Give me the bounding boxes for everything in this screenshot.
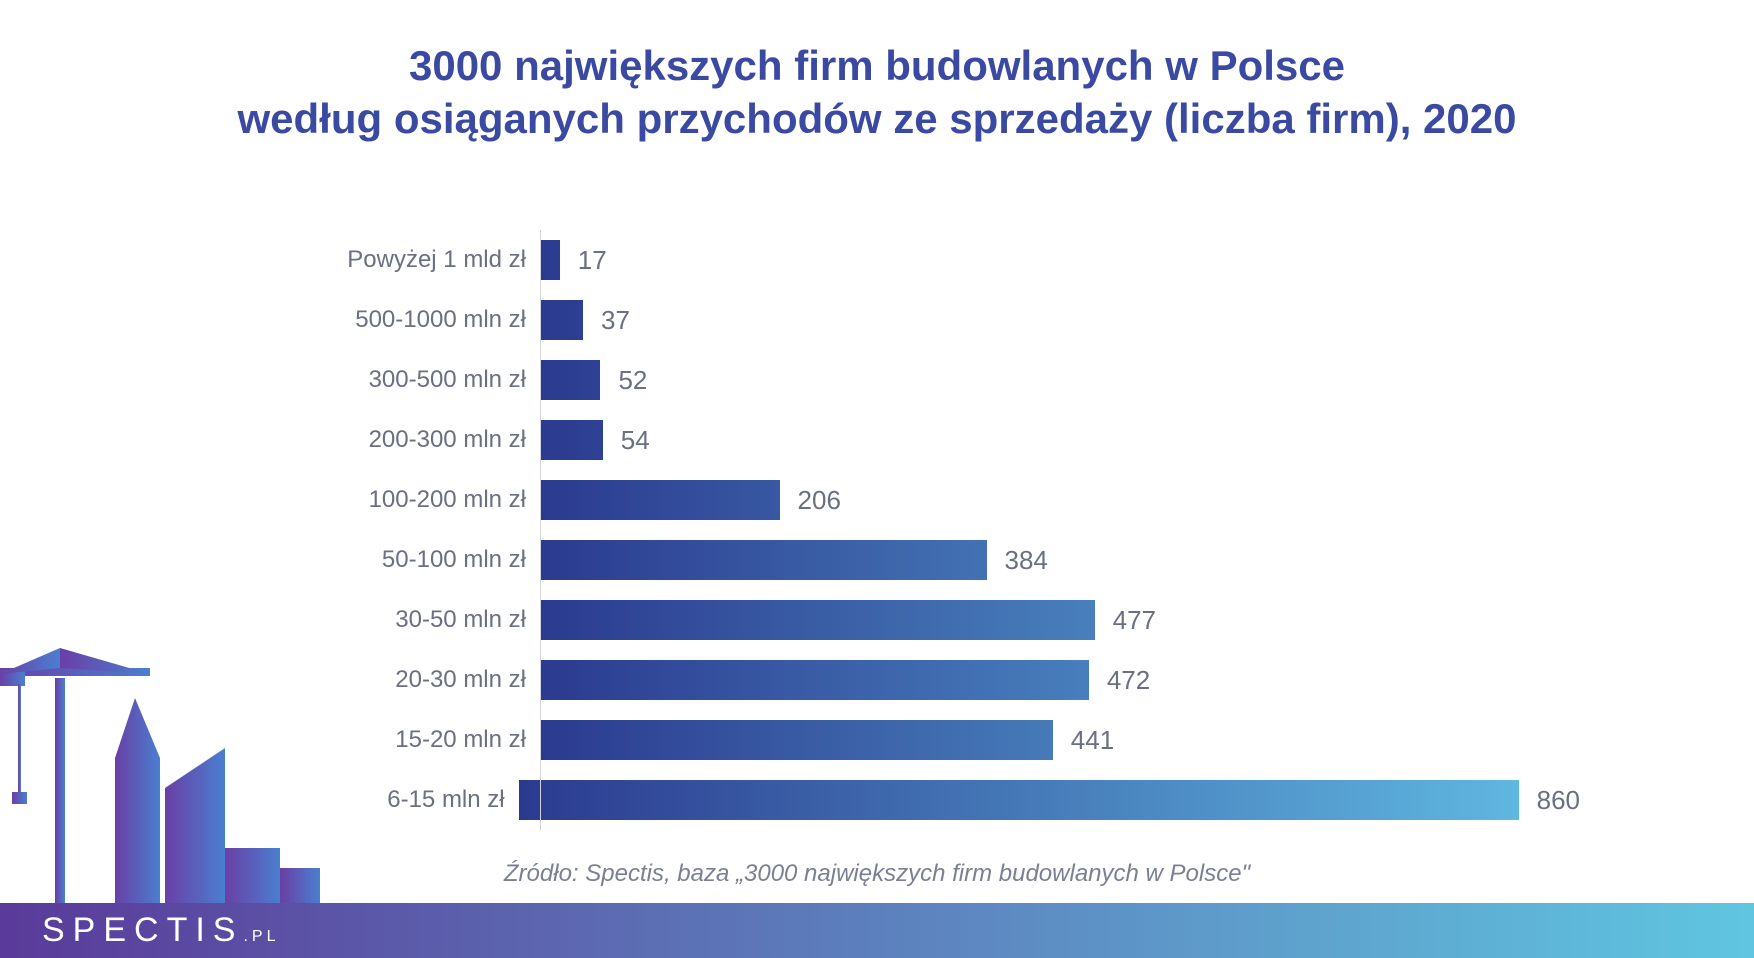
bar <box>540 420 603 460</box>
chart-row: 500-1000 mln zł 37 <box>280 290 1580 350</box>
value-label: 384 <box>987 545 1048 576</box>
bar <box>540 540 987 580</box>
category-label: 50-100 mln zł <box>280 546 540 574</box>
chart-row: 20-30 mln zł472 <box>280 650 1580 710</box>
chart-row: 30-50 mln zł477 <box>280 590 1580 650</box>
brand-logo: SPECTIS.PL <box>42 911 280 950</box>
value-label: 17 <box>560 245 607 276</box>
category-label: 200-300 mln zł <box>280 426 540 454</box>
bar <box>540 720 1053 760</box>
value-label: 860 <box>1519 785 1580 816</box>
value-label: 37 <box>583 305 630 336</box>
bar <box>540 480 780 520</box>
category-label: Powyżej 1 mld zł <box>280 246 540 274</box>
category-label: 500-1000 mln zł <box>280 306 540 334</box>
logo-suffix: .PL <box>243 928 279 945</box>
chart-row: Powyżej 1 mld zł 17 <box>280 230 1580 290</box>
footer-band: SPECTIS.PL <box>0 903 1754 958</box>
skyline-decoration-icon <box>0 588 320 908</box>
category-label: 300-500 mln zł <box>280 366 540 394</box>
value-label: 206 <box>780 485 841 516</box>
chart-row: 200-300 mln zł 54 <box>280 410 1580 470</box>
bar <box>540 360 600 400</box>
bar-chart: Powyżej 1 mld zł 17 500-1000 mln zł 37 300-5… <box>280 230 1580 830</box>
bar <box>540 660 1089 700</box>
value-label: 472 <box>1089 665 1150 696</box>
value-label: 54 <box>603 425 650 456</box>
chart-row: 6-15 mln zł860 <box>280 770 1580 830</box>
title-line-1: 3000 największych firm budowlanych w Pol… <box>0 40 1754 93</box>
value-label: 477 <box>1095 605 1156 636</box>
value-label: 52 <box>600 365 647 396</box>
chart-row: 100-200 mln zł 206 <box>280 470 1580 530</box>
bar <box>519 780 1519 820</box>
bar <box>540 240 560 280</box>
chart-title: 3000 największych firm budowlanych w Pol… <box>0 40 1754 145</box>
chart-row: 15-20 mln zł441 <box>280 710 1580 770</box>
chart-row: 50-100 mln zł 384 <box>280 530 1580 590</box>
bar <box>540 300 583 340</box>
title-line-2: według osiąganych przychodów ze sprzedaż… <box>0 93 1754 146</box>
value-label: 441 <box>1053 725 1114 756</box>
bar <box>540 600 1095 640</box>
chart-row: 300-500 mln zł 52 <box>280 350 1580 410</box>
logo-text: SPECTIS <box>42 911 243 949</box>
category-label: 100-200 mln zł <box>280 486 540 514</box>
